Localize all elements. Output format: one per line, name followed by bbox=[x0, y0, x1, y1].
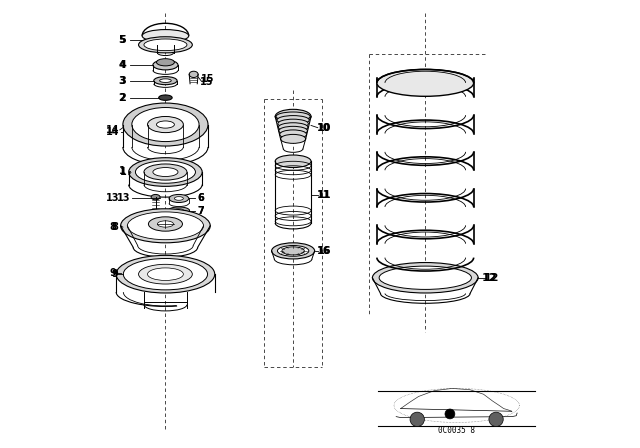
Text: 9: 9 bbox=[111, 269, 118, 279]
Ellipse shape bbox=[142, 30, 189, 42]
Text: 14: 14 bbox=[106, 125, 120, 135]
Text: 3: 3 bbox=[118, 76, 125, 86]
Text: 8: 8 bbox=[111, 222, 118, 232]
Ellipse shape bbox=[276, 112, 310, 121]
Text: 5: 5 bbox=[118, 35, 125, 45]
Ellipse shape bbox=[124, 258, 207, 290]
Text: 10: 10 bbox=[317, 123, 332, 133]
Ellipse shape bbox=[136, 161, 195, 183]
Text: 2: 2 bbox=[118, 93, 125, 103]
Ellipse shape bbox=[271, 243, 315, 259]
Ellipse shape bbox=[132, 108, 199, 142]
Text: 13: 13 bbox=[106, 194, 120, 203]
Text: 11: 11 bbox=[317, 190, 330, 200]
Text: 10: 10 bbox=[317, 123, 330, 133]
Ellipse shape bbox=[120, 209, 210, 243]
Text: 4: 4 bbox=[118, 60, 125, 70]
Text: 16: 16 bbox=[317, 246, 332, 256]
Text: 1: 1 bbox=[118, 166, 125, 176]
Text: 0C0035 8: 0C0035 8 bbox=[438, 426, 475, 435]
Text: 7: 7 bbox=[197, 206, 204, 215]
Ellipse shape bbox=[282, 247, 305, 255]
Text: 13: 13 bbox=[117, 194, 131, 203]
Ellipse shape bbox=[147, 116, 184, 133]
Text: 8: 8 bbox=[109, 222, 116, 232]
Ellipse shape bbox=[379, 266, 472, 289]
Ellipse shape bbox=[168, 207, 189, 214]
Ellipse shape bbox=[278, 246, 309, 256]
Ellipse shape bbox=[275, 109, 311, 124]
Text: 5: 5 bbox=[120, 35, 126, 45]
Ellipse shape bbox=[277, 116, 309, 125]
Ellipse shape bbox=[153, 168, 178, 177]
Text: 2: 2 bbox=[120, 93, 126, 103]
Ellipse shape bbox=[116, 255, 215, 293]
Ellipse shape bbox=[279, 126, 307, 135]
Circle shape bbox=[410, 412, 424, 426]
Ellipse shape bbox=[157, 221, 173, 227]
Text: 3: 3 bbox=[120, 76, 126, 86]
Ellipse shape bbox=[278, 123, 308, 132]
Ellipse shape bbox=[139, 37, 192, 53]
Text: 6: 6 bbox=[197, 193, 204, 203]
Ellipse shape bbox=[280, 130, 307, 139]
Ellipse shape bbox=[159, 95, 172, 100]
Ellipse shape bbox=[144, 164, 187, 180]
Ellipse shape bbox=[151, 194, 160, 200]
Ellipse shape bbox=[377, 69, 474, 96]
Text: 1: 1 bbox=[120, 168, 126, 177]
Text: 14: 14 bbox=[106, 127, 120, 137]
Ellipse shape bbox=[156, 59, 174, 66]
Ellipse shape bbox=[159, 79, 172, 82]
Circle shape bbox=[489, 412, 503, 426]
Ellipse shape bbox=[139, 264, 192, 284]
Ellipse shape bbox=[153, 60, 178, 70]
Ellipse shape bbox=[148, 217, 182, 231]
Ellipse shape bbox=[129, 158, 202, 186]
Text: 16: 16 bbox=[317, 246, 330, 256]
Ellipse shape bbox=[174, 209, 184, 212]
Text: 6: 6 bbox=[197, 194, 204, 203]
Circle shape bbox=[445, 409, 455, 419]
Text: 15: 15 bbox=[200, 77, 214, 86]
Ellipse shape bbox=[275, 155, 311, 168]
Ellipse shape bbox=[169, 194, 189, 202]
Ellipse shape bbox=[147, 268, 184, 280]
Ellipse shape bbox=[189, 71, 198, 78]
Ellipse shape bbox=[174, 197, 184, 200]
Ellipse shape bbox=[372, 263, 478, 293]
Ellipse shape bbox=[123, 103, 208, 146]
Text: 9: 9 bbox=[109, 268, 116, 278]
Text: 12: 12 bbox=[484, 273, 499, 283]
Ellipse shape bbox=[154, 77, 177, 85]
Ellipse shape bbox=[278, 119, 308, 128]
Ellipse shape bbox=[156, 121, 174, 128]
Text: 7: 7 bbox=[197, 206, 204, 215]
Text: 15: 15 bbox=[201, 74, 215, 84]
Text: 11: 11 bbox=[317, 190, 332, 200]
Ellipse shape bbox=[144, 39, 187, 51]
Ellipse shape bbox=[280, 134, 306, 143]
Text: 4: 4 bbox=[120, 60, 126, 70]
Ellipse shape bbox=[127, 212, 204, 240]
Text: 12: 12 bbox=[481, 273, 497, 283]
